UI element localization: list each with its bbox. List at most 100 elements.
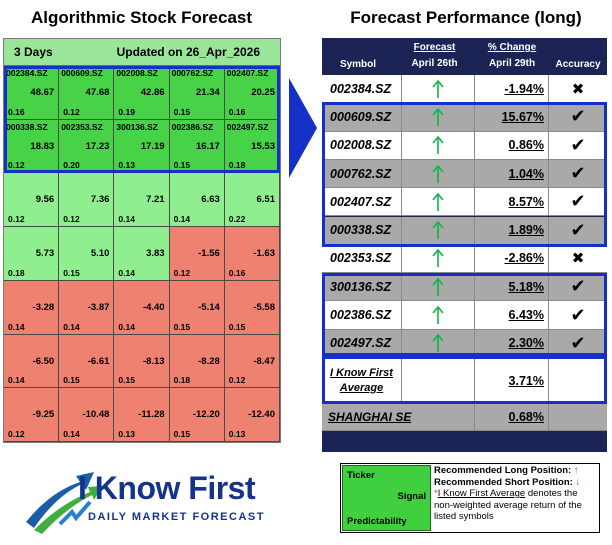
benchmark-value: 0.68%: [475, 404, 549, 431]
forecast-cell: -3.87 0.14: [59, 280, 115, 335]
check-icon: ✔: [549, 188, 607, 217]
forecast-cell: -5.14 0.15: [169, 280, 225, 335]
cell-signal: -11.28: [138, 409, 165, 421]
performance-row: 002497.SZ 2.30% ✔: [322, 329, 607, 358]
cell-predictability: 0.13: [118, 429, 135, 439]
row-forecast: [402, 301, 475, 330]
row-change: -1.94%: [475, 75, 549, 104]
cell-signal: 7.21: [146, 194, 165, 206]
average-label-line2: Average: [339, 381, 384, 394]
cell-predictability: 0.19: [118, 106, 135, 117]
forecast-cell: -5.58 0.15: [224, 280, 280, 335]
cell-signal: 17.23: [85, 140, 110, 152]
row-change: 2.30%: [475, 329, 549, 358]
logo-brand: I Know First: [78, 470, 256, 506]
forecast-cell: 000762.SZ 21.34 0.15: [169, 66, 225, 120]
benchmark-row: SHANGHAI SE 0.68%: [322, 404, 607, 431]
cell-signal: 5.10: [90, 248, 110, 260]
legend-signal: Signal: [397, 491, 426, 502]
up-arrow-icon: [432, 135, 444, 155]
forecast-cell: -9.25 0.12: [4, 388, 60, 442]
cell-symbol: 002497.SZ: [226, 121, 269, 132]
cell-symbol: 000609.SZ: [61, 68, 103, 78]
cell-predictability: 0.14: [63, 429, 80, 439]
check-icon: ✔: [549, 329, 607, 358]
performance-row: 002386.SZ 6.43% ✔: [322, 301, 607, 330]
cell-signal: -1.63: [253, 248, 275, 260]
cell-signal: 6.63: [201, 194, 220, 206]
legend-avg-name: I Know First Average: [437, 488, 526, 499]
row-forecast: [402, 216, 475, 245]
forecast-cell: -8.13 0.15: [114, 334, 170, 389]
forecast-date: April 26th: [411, 58, 458, 69]
cell-predictability: 0.14: [8, 375, 25, 386]
performance-row: 300136.SZ 5.18% ✔: [322, 273, 607, 302]
check-icon: ✔: [549, 159, 607, 189]
forecast-cell: -11.28 0.13: [114, 388, 170, 442]
performance-row: 000338.SZ 1.89% ✔: [322, 216, 607, 245]
check-icon: ✔: [549, 216, 607, 245]
cell-signal: -3.87: [87, 301, 110, 313]
cell-predictability: 0.12: [8, 429, 25, 439]
cell-symbol: 300136.SZ: [116, 121, 158, 132]
check-icon: ✔: [549, 301, 607, 330]
legend-short-row: Recommended Short Position: ↓: [434, 477, 598, 489]
row-change: 5.18%: [475, 273, 549, 302]
cell-predictability: 0.14: [118, 214, 135, 225]
cell-symbol: 000338.SZ: [6, 121, 48, 132]
cell-predictability: 0.12: [63, 106, 80, 117]
cell-predictability: 0.16: [228, 267, 246, 278]
up-arrow-icon: [432, 79, 444, 98]
row-forecast: [402, 75, 475, 104]
cell-symbol: 002008.SZ: [116, 68, 158, 78]
performance-title: Forecast Performance (long): [350, 8, 582, 27]
forecast-cell: 3.83 0.14: [114, 227, 170, 281]
up-arrow-icon: [432, 192, 444, 211]
cell-symbol: 000762.SZ: [171, 68, 214, 78]
performance-table: Symbol Forecast April 26th % Change Apri…: [322, 38, 607, 452]
row-forecast: [402, 188, 475, 217]
cross-icon: ✖: [549, 244, 607, 274]
cell-signal: 20.25: [251, 87, 275, 98]
cell-signal: -3.28: [32, 301, 55, 313]
legend-predictability: Predictability: [347, 516, 407, 527]
forecast-cell: 7.21 0.14: [114, 173, 170, 228]
forecast-cell: 5.10 0.15: [59, 227, 115, 281]
symbol-column-header: Symbol: [339, 59, 377, 70]
forecast-cell: 002497.SZ 15.53 0.18: [224, 119, 280, 174]
cell-signal: 6.51: [256, 194, 276, 206]
cell-signal: 42.86: [140, 87, 165, 98]
row-change: 8.57%: [475, 188, 549, 217]
legend-avg-desc: denotes the non-weighted average return …: [434, 488, 582, 522]
forecast-cell: -8.28 0.18: [169, 334, 225, 389]
row-symbol: 002008.SZ: [322, 131, 402, 160]
cross-icon: ✖: [549, 75, 607, 104]
cell-predictability: 0.15: [228, 321, 246, 332]
check-icon: ✔: [549, 273, 607, 302]
cell-predictability: 0.18: [8, 267, 25, 278]
forecast-cell: 000338.SZ 18.83 0.12: [4, 119, 60, 174]
cell-predictability: 0.14: [173, 214, 191, 225]
change-date: April 29th: [488, 58, 536, 69]
cell-signal: -8.28: [198, 355, 220, 367]
cell-predictability: 0.12: [8, 160, 25, 171]
forecast-header-label: Forecast: [413, 42, 456, 53]
cell-predictability: 0.20: [63, 160, 80, 171]
row-symbol: 002407.SZ: [322, 188, 402, 217]
cell-signal: 17.19: [140, 140, 165, 152]
performance-row: 002407.SZ 8.57% ✔: [322, 188, 607, 217]
cell-predictability: 0.12: [63, 214, 80, 225]
up-arrow-icon: [432, 220, 444, 240]
forecast-cell: -6.50 0.14: [4, 334, 60, 389]
legend-long: Recommended Long Position:: [434, 465, 572, 476]
row-forecast: [402, 244, 475, 274]
legend-text: Recommended Long Position: ↑ Recommended…: [434, 465, 598, 523]
legend-cell-sample: Ticker Signal Predictability: [342, 465, 431, 531]
cell-signal: 9.56: [35, 194, 55, 206]
cell-signal: -12.20: [192, 409, 220, 421]
forecast-title: Algorithmic Stock Forecast: [30, 8, 253, 27]
cell-symbol: 002407.SZ: [226, 68, 269, 78]
cell-signal: 3.83: [146, 248, 165, 260]
cell-predictability: 0.14: [118, 267, 135, 278]
updated-label: Updated on 26_Apr_2026: [116, 45, 260, 59]
